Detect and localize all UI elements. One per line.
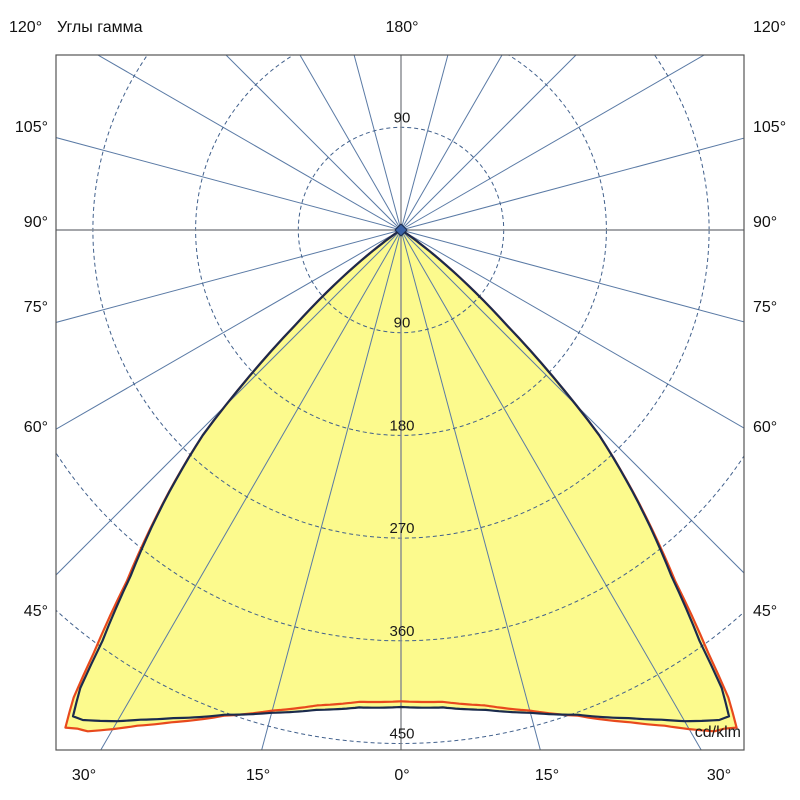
radial-grid-line [400, 55, 503, 231]
radial-grid-line [400, 55, 449, 231]
radial-grid-line [56, 137, 402, 231]
gamma-label-right-75: 75° [753, 299, 778, 316]
intensity-curve-blue [71, 228, 731, 723]
radial-grid-line [261, 229, 402, 750]
radial-grid-line [353, 55, 402, 231]
gamma-label-left-105: 105° [14, 119, 48, 136]
corner-angle-label-top-right: 120° [753, 19, 787, 36]
radial-grid-line [96, 55, 402, 231]
ring-label-180: 180 [389, 417, 414, 434]
center-point [394, 223, 408, 237]
radial-grid-line [56, 229, 402, 576]
gamma-label-bottom-0: 30° [71, 767, 97, 784]
page-title: Углы гамма [57, 19, 143, 36]
radial-grid-line [400, 55, 706, 231]
radial-grid-line [400, 229, 744, 323]
gamma-label-right-90: 90° [753, 214, 778, 231]
ring-label-450: 450 [389, 726, 414, 743]
gamma-label-bottom-1: 15° [245, 767, 271, 784]
radial-grid-line [400, 229, 744, 574]
unit-label: cd/klm [695, 724, 741, 741]
gamma-label-left-45: 45° [23, 603, 48, 620]
ring-label-270: 270 [389, 520, 414, 537]
gamma-label-right-60: 60° [753, 419, 778, 436]
radial-grid-line [100, 229, 402, 750]
radial-grid-line [56, 229, 402, 430]
plot-frame [55, 54, 745, 751]
radial-grid-line [225, 55, 402, 231]
gamma-label-bottom-4: 30° [706, 767, 732, 784]
ring-label-upper-90: 90 [394, 109, 411, 126]
gamma-label-left-90: 90° [23, 214, 48, 231]
radial-grid-line [56, 229, 402, 323]
gamma-label-bottom-2: 0° [394, 767, 410, 784]
corner-angle-label-top-left: 120° [9, 19, 43, 36]
radial-grid-line [400, 229, 744, 429]
gamma-label-top-center: 180° [385, 19, 419, 36]
radial-grid-line [400, 55, 577, 231]
radial-grid-line [299, 55, 402, 231]
gamma-label-right-105: 105° [753, 119, 787, 136]
radial-grid-line [400, 229, 541, 750]
gamma-label-left-60: 60° [23, 419, 48, 436]
gamma-label-left-75: 75° [23, 299, 48, 316]
gamma-label-bottom-3: 15° [534, 767, 560, 784]
radial-grid-line [400, 229, 702, 750]
radial-grid-line [400, 137, 744, 231]
ring-label-90: 90 [394, 315, 411, 332]
gamma-label-right-45: 45° [753, 603, 778, 620]
ring-label-360: 360 [389, 623, 414, 640]
